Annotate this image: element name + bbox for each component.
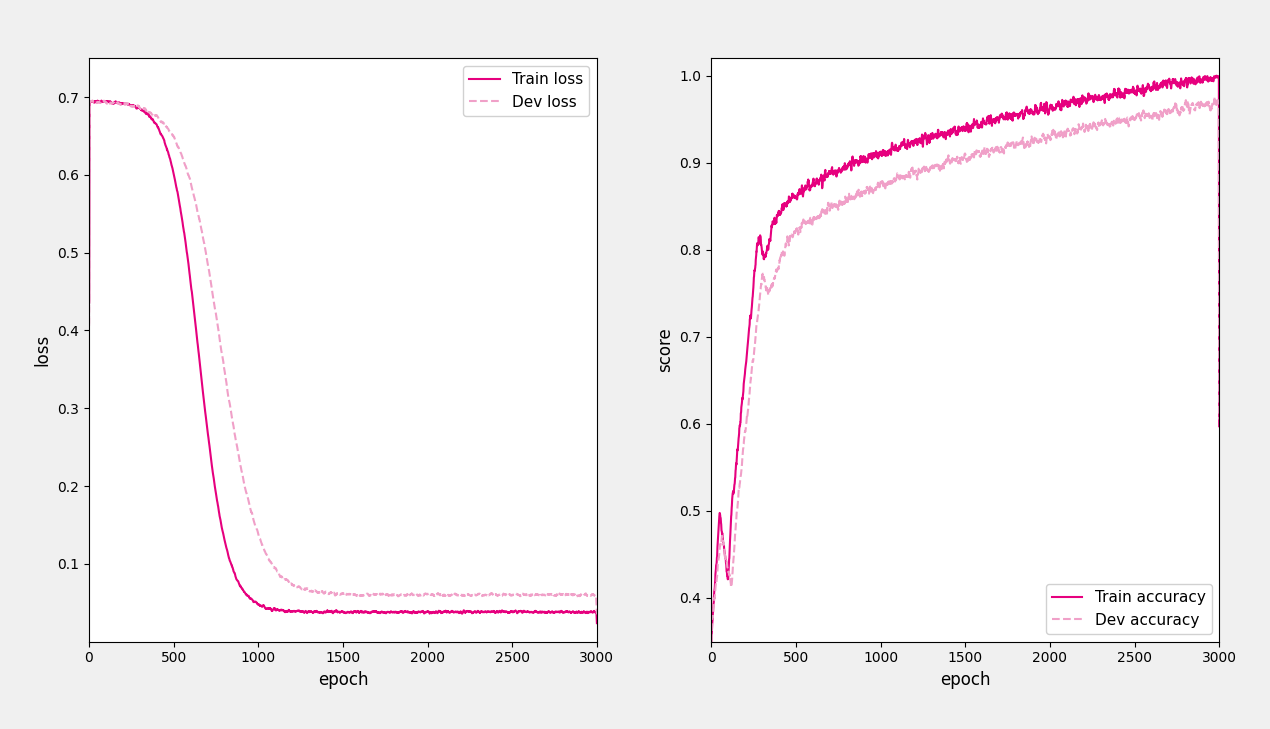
Train accuracy (1012, 112, 1027, 121)
Dev accuracy (805, 220, 820, 229)
Train loss (325, 609, 340, 617)
Line: Train loss: Train loss (89, 97, 597, 623)
Dev accuracy (1012, 141, 1027, 149)
Train accuracy (1209, 71, 1224, 80)
Dev loss (589, 610, 605, 619)
Train accuracy (1212, 422, 1227, 431)
Line: Dev accuracy: Dev accuracy (711, 98, 1219, 642)
Train loss (566, 608, 582, 617)
Train accuracy (1189, 77, 1204, 85)
Train loss (283, 607, 298, 616)
Dev loss (81, 93, 97, 101)
Dev loss (283, 579, 298, 588)
Dev loss (390, 590, 405, 599)
Dev accuracy (947, 155, 963, 164)
Y-axis label: loss: loss (33, 334, 52, 366)
Line: Train accuracy: Train accuracy (711, 76, 1219, 642)
Dev accuracy (1212, 415, 1227, 424)
Train loss (81, 93, 97, 101)
Legend: Train accuracy, Dev accuracy: Train accuracy, Dev accuracy (1045, 584, 1212, 634)
Train loss (250, 599, 265, 608)
Dev loss (250, 526, 265, 535)
Dev accuracy (872, 183, 888, 192)
X-axis label: epoch: epoch (318, 671, 368, 689)
Legend: Train loss, Dev loss: Train loss, Dev loss (464, 66, 589, 116)
X-axis label: epoch: epoch (940, 671, 991, 689)
Dev accuracy (704, 637, 719, 646)
Train loss (183, 274, 198, 283)
Dev accuracy (906, 169, 921, 178)
Dev loss (566, 590, 582, 599)
Train accuracy (906, 141, 921, 150)
Line: Dev loss: Dev loss (89, 97, 597, 615)
Dev accuracy (1206, 93, 1222, 102)
Dev accuracy (1189, 103, 1204, 112)
Train loss (589, 619, 605, 628)
Train accuracy (872, 149, 888, 157)
Train loss (390, 608, 405, 617)
Dev loss (183, 176, 198, 184)
Train accuracy (704, 637, 719, 646)
Train accuracy (805, 179, 820, 188)
Train accuracy (947, 128, 963, 136)
Y-axis label: score: score (655, 327, 674, 373)
Dev loss (325, 588, 340, 597)
